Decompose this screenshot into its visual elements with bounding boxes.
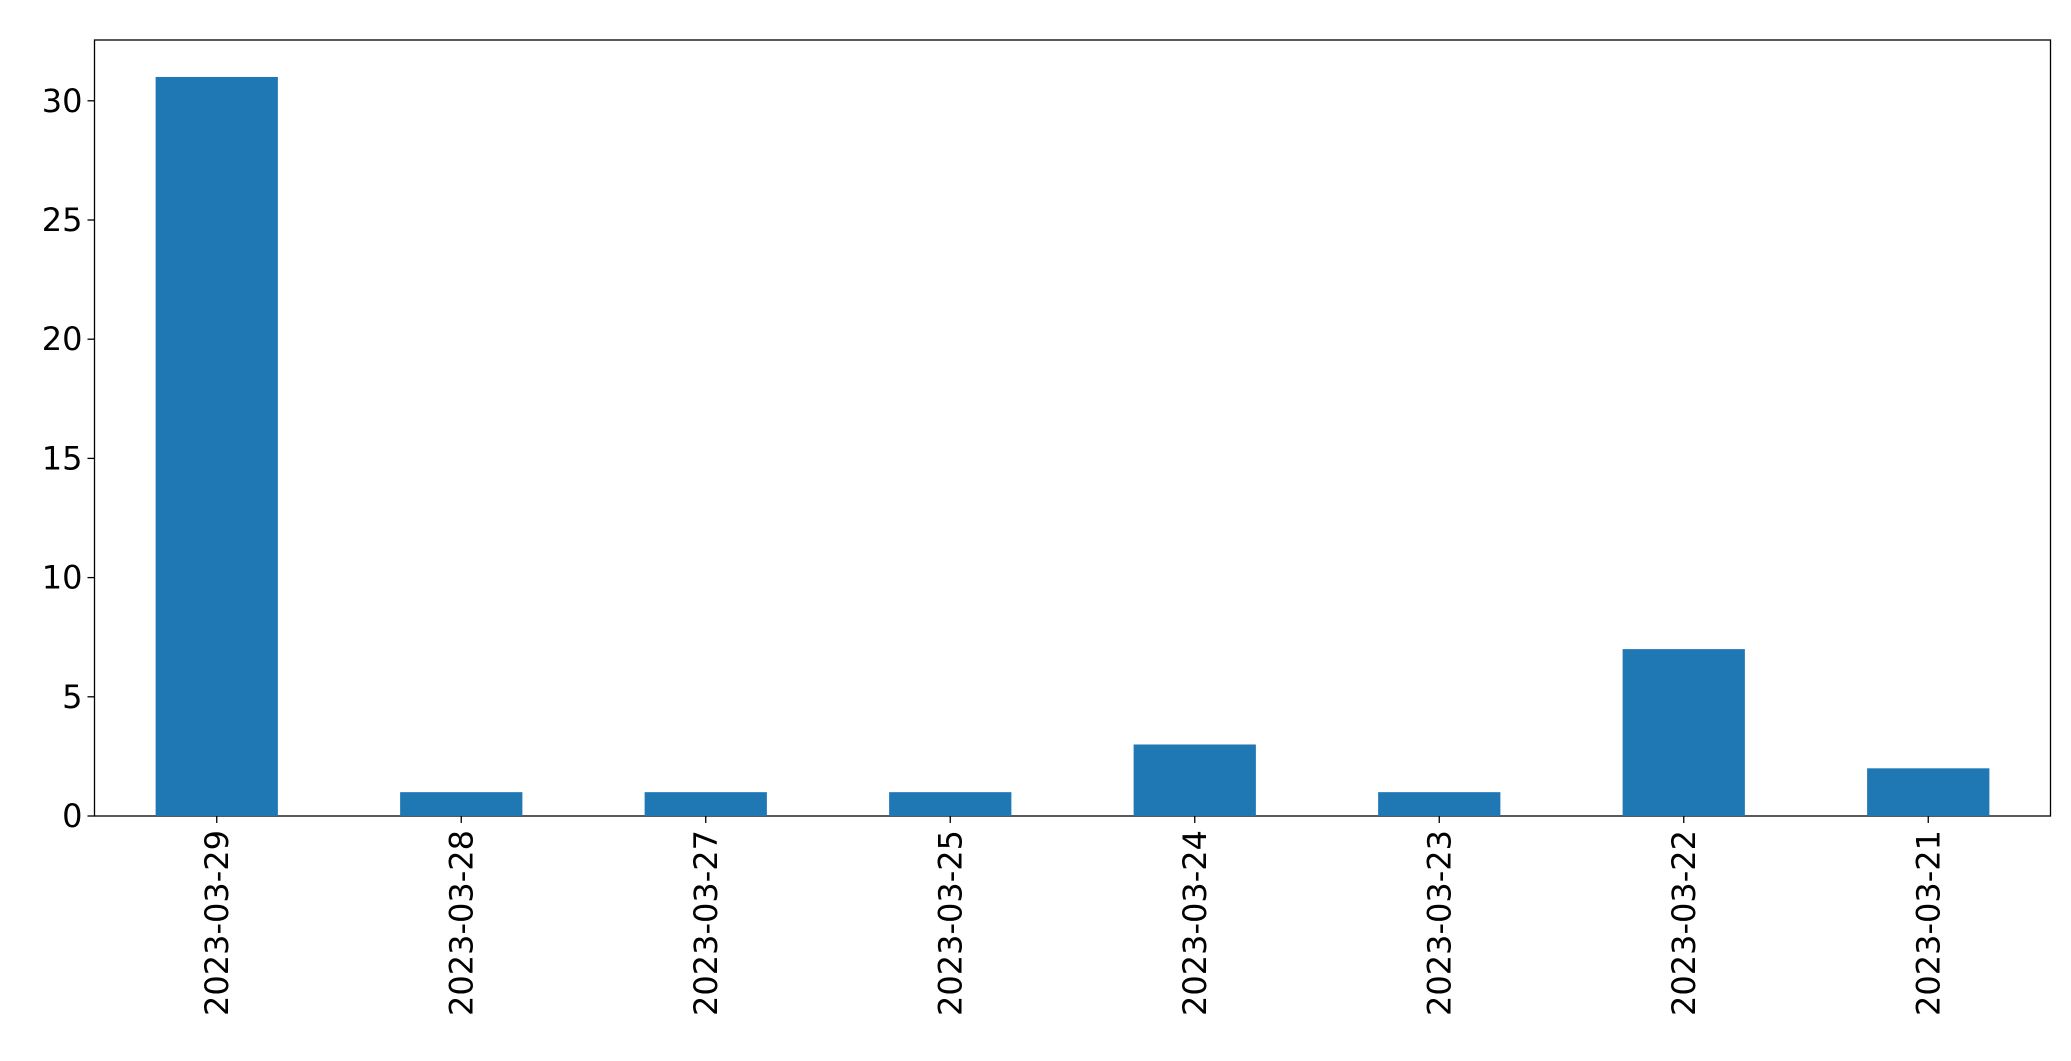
y-tick-label: 30 bbox=[42, 82, 83, 120]
bar bbox=[1867, 768, 1990, 816]
x-tick-label: 2023-03-28 bbox=[442, 830, 480, 1016]
bar bbox=[1378, 792, 1501, 816]
y-tick-label: 20 bbox=[42, 320, 83, 358]
x-tick-label: 2023-03-27 bbox=[687, 830, 725, 1016]
x-tick-label: 2023-03-23 bbox=[1420, 830, 1458, 1016]
bar bbox=[644, 792, 767, 816]
plot-frame bbox=[93, 39, 2052, 817]
bar bbox=[155, 76, 278, 816]
x-tick-label: 2023-03-25 bbox=[931, 830, 969, 1016]
y-tick-label: 0 bbox=[62, 797, 82, 835]
bar bbox=[889, 792, 1012, 816]
x-tick-label: 2023-03-24 bbox=[1176, 830, 1214, 1016]
x-tick-label: 2023-03-22 bbox=[1665, 830, 1703, 1016]
y-tick-label: 25 bbox=[42, 201, 83, 239]
bar bbox=[1133, 744, 1256, 816]
bar bbox=[1622, 649, 1745, 816]
x-tick-label: 2023-03-29 bbox=[198, 830, 236, 1016]
bar bbox=[400, 792, 523, 816]
y-tick-label: 15 bbox=[42, 439, 83, 477]
x-tick-label: 2023-03-21 bbox=[1909, 830, 1947, 1016]
y-tick-label: 10 bbox=[42, 559, 83, 597]
y-tick-label: 5 bbox=[62, 678, 82, 716]
